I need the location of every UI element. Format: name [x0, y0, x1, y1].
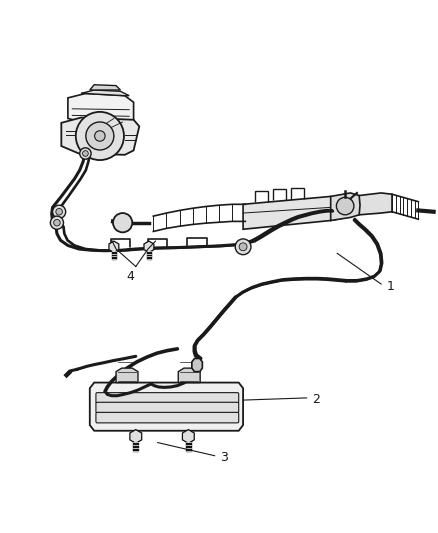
Circle shape [82, 151, 88, 156]
Polygon shape [359, 193, 392, 215]
Text: 4: 4 [127, 270, 134, 283]
Circle shape [50, 216, 64, 229]
Text: 2: 2 [312, 393, 320, 406]
Text: 3: 3 [220, 451, 228, 464]
Circle shape [76, 112, 124, 160]
Circle shape [131, 433, 140, 441]
Polygon shape [192, 359, 202, 372]
FancyBboxPatch shape [96, 413, 239, 423]
Polygon shape [331, 193, 360, 221]
Circle shape [239, 243, 247, 251]
Polygon shape [243, 197, 342, 229]
Polygon shape [182, 430, 194, 443]
FancyBboxPatch shape [96, 393, 239, 403]
Bar [186, 438, 191, 451]
Polygon shape [90, 85, 120, 90]
Bar [134, 438, 138, 451]
Circle shape [235, 239, 251, 255]
Bar [112, 248, 116, 260]
Polygon shape [144, 241, 154, 253]
Circle shape [53, 205, 66, 219]
Circle shape [56, 208, 62, 215]
Circle shape [110, 244, 117, 251]
Circle shape [145, 244, 152, 251]
Polygon shape [109, 241, 119, 253]
Circle shape [86, 122, 114, 150]
Polygon shape [90, 383, 243, 431]
Circle shape [80, 148, 91, 159]
Text: 1: 1 [386, 280, 394, 293]
Polygon shape [61, 118, 139, 155]
Polygon shape [130, 430, 142, 443]
Polygon shape [116, 368, 138, 383]
Circle shape [113, 213, 132, 232]
Circle shape [184, 433, 193, 441]
Polygon shape [178, 368, 200, 383]
Polygon shape [68, 93, 134, 124]
Bar [147, 248, 151, 260]
Circle shape [95, 131, 105, 141]
FancyBboxPatch shape [96, 402, 239, 413]
Polygon shape [81, 90, 129, 96]
Circle shape [336, 197, 354, 215]
Circle shape [54, 220, 60, 226]
